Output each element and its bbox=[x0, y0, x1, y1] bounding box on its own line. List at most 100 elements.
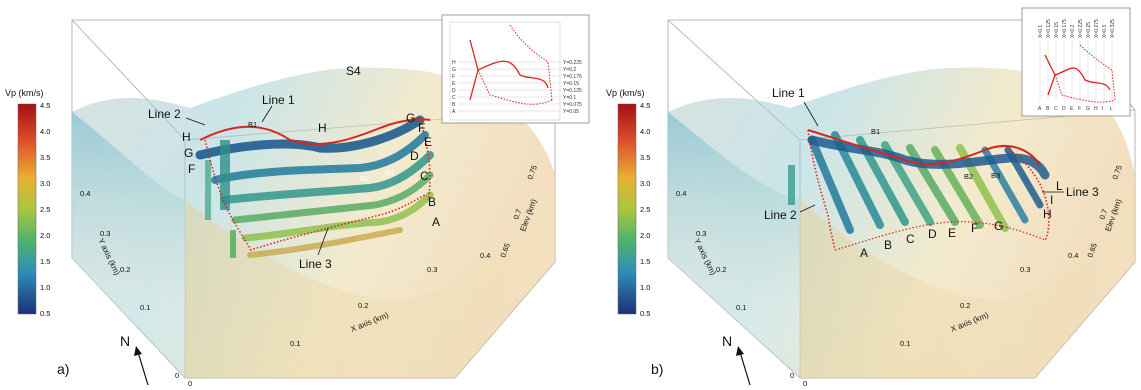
x-tick: 0 bbox=[188, 379, 192, 388]
elev-tick: 0.7 bbox=[511, 208, 523, 221]
label-letter: D bbox=[410, 149, 419, 163]
inset-label: G bbox=[1086, 106, 1090, 112]
label-b2: B2 bbox=[964, 172, 973, 181]
inset-label: Y=0.2 bbox=[563, 67, 576, 73]
inset-label: X=0.2 bbox=[1070, 25, 1076, 38]
colorbar-tick: 1.5 bbox=[40, 257, 50, 266]
x-tick: 0.1 bbox=[900, 339, 910, 348]
colorbar-tick: 4.0 bbox=[640, 127, 650, 136]
inset-label: L bbox=[1110, 106, 1113, 112]
x-tick: 0.4 bbox=[1068, 251, 1078, 260]
panel-a-inset-letters: H G F E D C B A bbox=[452, 60, 456, 115]
label-line3: Line 3 bbox=[1066, 185, 1099, 199]
panel-b-terrain-front bbox=[668, 112, 800, 378]
label-letter: H bbox=[182, 130, 191, 144]
north-label: N bbox=[120, 333, 130, 349]
panel-b-inset: X=0.1 X=0.125 X=0.15 X=0.175 X=0.2 X=0.2… bbox=[1021, 7, 1131, 117]
inset-label: Y=0.1 bbox=[563, 95, 576, 101]
inset-label: B bbox=[452, 102, 456, 108]
inset-label: X=0.175 bbox=[1062, 19, 1068, 38]
panel-b-line1-trace bbox=[807, 129, 1041, 166]
label-letter: C bbox=[420, 169, 429, 183]
inset-label: Y=0.225 bbox=[563, 60, 582, 66]
x-tick: 0.2 bbox=[358, 301, 368, 310]
north-label: N bbox=[722, 333, 732, 349]
panel-a-north-arrow: N bbox=[120, 333, 149, 386]
inset-label: F bbox=[452, 74, 455, 80]
colorbar-tick: 2.0 bbox=[640, 231, 650, 240]
label-letter: F bbox=[418, 121, 425, 135]
label-letter: B bbox=[428, 195, 436, 209]
panel-b-velocity-sections bbox=[788, 131, 1050, 234]
colorbar-tick: 1.0 bbox=[640, 283, 650, 292]
y-tick: 0.1 bbox=[140, 303, 150, 312]
colorbar-tick: 2.5 bbox=[640, 205, 650, 214]
inset-label: Y=0.15 bbox=[563, 81, 579, 87]
colorbar-tick: 0.5 bbox=[640, 309, 650, 318]
panel-b-line2-trace bbox=[807, 129, 836, 251]
panel-a-terrain-right bbox=[185, 175, 555, 378]
panel-a-profile-lines bbox=[199, 118, 431, 251]
panel-b-letter: b) bbox=[651, 361, 663, 377]
panel-a-velocity-sections bbox=[195, 115, 434, 258]
inset-label: C bbox=[1054, 106, 1058, 112]
panel-a-colorbar: Vp (km/s) 4.5 4.0 3.5 3.0 2.5 2.0 1.5 1.… bbox=[5, 88, 50, 318]
inset-label: A bbox=[1038, 106, 1042, 112]
colorbar-tick: 4.5 bbox=[640, 101, 650, 110]
panel-a-letter: a) bbox=[57, 361, 69, 377]
inset-label: X=0.325 bbox=[1110, 19, 1116, 38]
north-arrow-icon bbox=[736, 346, 744, 356]
colorbar-tick: 3.0 bbox=[40, 179, 50, 188]
inset-label: Y=0.175 bbox=[563, 74, 582, 80]
panel-a-line3-trace bbox=[249, 194, 426, 251]
inset-label: I bbox=[1102, 106, 1103, 112]
inset-label: X=0.275 bbox=[1094, 19, 1100, 38]
inset-label: Y=0.05 bbox=[563, 109, 579, 115]
north-arrow-icon bbox=[134, 346, 142, 356]
label-b2: B2 bbox=[360, 174, 369, 183]
label-line3: Line 3 bbox=[299, 257, 332, 271]
label-letter: A bbox=[860, 246, 868, 260]
inset-label: A bbox=[452, 109, 456, 115]
colorbar-tick: 3.0 bbox=[640, 179, 650, 188]
colorbar-tick: 3.5 bbox=[40, 153, 50, 162]
y-tick: 0.2 bbox=[716, 265, 726, 274]
panel-a-terrain-front bbox=[72, 112, 185, 378]
panel-a-line1-trace bbox=[199, 118, 431, 146]
label-letter: G bbox=[184, 146, 193, 160]
inset-label: F bbox=[1078, 106, 1081, 112]
label-letter: E bbox=[948, 226, 956, 240]
x-tick: 0 bbox=[803, 379, 807, 388]
panel-b-profile-lines bbox=[807, 129, 1050, 251]
label-line2: Line 2 bbox=[148, 107, 181, 121]
label-letter: F bbox=[188, 162, 195, 176]
label-h-mid: H bbox=[318, 121, 327, 135]
panel-b-colorbar: Vp (km/s) 4.5 4.0 3.5 3.0 2.5 2.0 1.5 1.… bbox=[606, 88, 650, 318]
label-letter: B bbox=[884, 238, 892, 252]
inset-label: H bbox=[452, 60, 456, 66]
label-letter: C bbox=[906, 232, 915, 246]
y-tick: 0.4 bbox=[80, 189, 90, 198]
y-tick: 0.4 bbox=[676, 189, 686, 198]
label-b1: B1 bbox=[871, 127, 880, 136]
label-letter: H bbox=[1043, 207, 1052, 221]
x-tick: 0.3 bbox=[1020, 265, 1030, 274]
label-letter: A bbox=[432, 215, 440, 229]
colorbar-tick: 0.5 bbox=[40, 309, 50, 318]
panel-b-colorbar-title: Vp (km/s) bbox=[606, 88, 645, 98]
panel-a-line2-trace bbox=[204, 139, 251, 249]
inset-label: Y=0.075 bbox=[563, 102, 582, 108]
inset-label: X=0.225 bbox=[1078, 19, 1084, 38]
label-s4: S4 bbox=[346, 64, 361, 78]
colorbar-tick: 4.5 bbox=[40, 101, 50, 110]
inset-label: X=0.25 bbox=[1086, 22, 1092, 38]
inset-label: G bbox=[452, 67, 456, 73]
panel-b-terrain-right bbox=[800, 175, 1135, 378]
panel-a-colorbar-title: Vp (km/s) bbox=[5, 88, 44, 98]
inset-label: B bbox=[1046, 106, 1050, 112]
inset-label: X=0.15 bbox=[1054, 22, 1060, 38]
label-line1: Line 1 bbox=[262, 93, 295, 107]
inset-label: Y=0.125 bbox=[563, 88, 582, 94]
inset-label: X=0.125 bbox=[1046, 19, 1052, 38]
